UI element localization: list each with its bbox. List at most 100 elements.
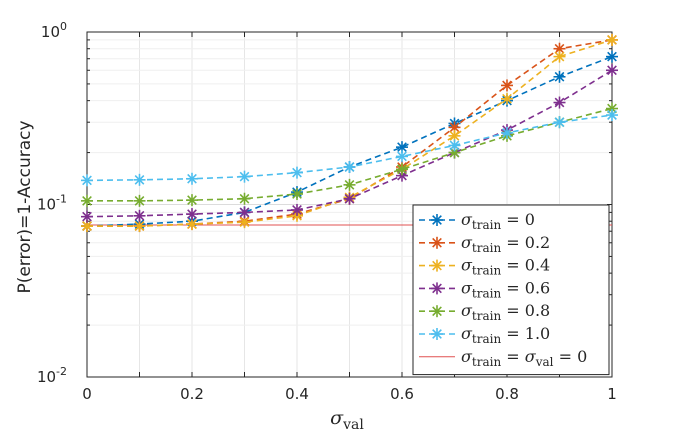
tick-labels: 0 0.2 0.4 0.6 0.8 1 100 10-1 10-2 — [37, 20, 617, 403]
marker-stroke — [134, 174, 145, 185]
data-point — [343, 178, 356, 191]
x-tick-label: 0.8 — [495, 385, 519, 403]
data-point — [291, 166, 303, 179]
legend-label: σtrain = 0.2 — [461, 233, 550, 255]
marker-stroke — [607, 35, 617, 45]
legend-marker — [431, 282, 443, 295]
marker-stroke — [344, 162, 355, 172]
y-axis-label: P(error)=1-Accuracy — [15, 120, 35, 293]
data-point — [238, 170, 251, 183]
data-point — [606, 33, 618, 46]
legend-entry-0: σtrain = 0 — [419, 210, 535, 232]
data-point — [186, 194, 198, 207]
marker-stroke — [239, 193, 250, 204]
marker-stroke — [449, 130, 460, 141]
marker-stroke — [554, 97, 565, 108]
marker-stroke — [239, 171, 250, 182]
marker-stroke — [397, 151, 407, 162]
data-point — [291, 203, 303, 216]
data-point — [238, 192, 251, 205]
data-point — [291, 188, 303, 201]
marker-stroke — [82, 175, 92, 186]
marker-stroke — [554, 71, 565, 82]
data-point — [553, 96, 566, 109]
legend-label: σtrain = 1.0 — [461, 324, 550, 346]
x-axis-label: σval — [330, 407, 364, 433]
x-tick-label: 1 — [607, 385, 617, 403]
data-point — [448, 139, 461, 152]
marker-stroke — [82, 195, 92, 206]
y-tick-label: 100 — [41, 20, 67, 41]
legend-entry-reference: σtrain = σval = 0 — [419, 347, 587, 369]
data-point — [553, 42, 566, 55]
data-point — [133, 209, 146, 222]
data-point — [133, 220, 146, 233]
data-point — [343, 160, 356, 173]
legend-label: σtrain = 0.8 — [461, 301, 550, 323]
legend-entry-1: σtrain = 0.2 — [419, 233, 550, 255]
marker-stroke — [187, 195, 197, 206]
marker-stroke — [432, 283, 442, 294]
legend-entry-5: σtrain = 1.0 — [419, 324, 550, 346]
marker-stroke — [502, 80, 512, 91]
marker-stroke — [554, 51, 565, 62]
marker-stroke — [239, 207, 250, 218]
marker-stroke — [432, 329, 442, 339]
legend-marker — [431, 214, 443, 226]
marker-stroke — [449, 122, 460, 133]
legend-entry-2: σtrain = 0.4 — [419, 256, 550, 278]
data-point — [606, 50, 618, 63]
marker-stroke — [344, 193, 355, 204]
marker-stroke — [292, 167, 302, 178]
legend-label: σtrain = 0 — [461, 210, 535, 232]
data-point — [606, 109, 618, 122]
marker-stroke — [187, 219, 197, 229]
legend-entry-3: σtrain = 0.6 — [419, 278, 550, 300]
x-tick-label: 0 — [82, 385, 92, 403]
legend-marker — [431, 259, 443, 272]
legend-box — [412, 204, 610, 376]
series-line — [87, 39, 613, 227]
x-tick-label: 0.6 — [390, 385, 414, 403]
x-tick-label: 0.2 — [180, 385, 204, 403]
legend-label: σtrain = 0.4 — [461, 256, 550, 278]
data-point — [606, 64, 618, 77]
legend-label: σtrain = σval = 0 — [461, 347, 587, 369]
legend-marker — [431, 328, 443, 340]
marker-stroke — [134, 195, 145, 206]
marker-stroke — [134, 221, 145, 231]
data-point — [501, 79, 513, 92]
marker-stroke — [187, 209, 197, 219]
data-point — [186, 218, 198, 231]
legend-marker — [431, 305, 443, 318]
marker-stroke — [187, 173, 197, 184]
data-point — [553, 50, 566, 63]
marker-stroke — [449, 147, 460, 158]
marker-stroke — [607, 65, 617, 76]
legend-marker — [431, 236, 443, 249]
data-point — [81, 174, 93, 187]
marker-stroke — [239, 217, 250, 228]
data-point — [396, 150, 408, 163]
marker-stroke — [607, 51, 617, 62]
marker-stroke — [82, 221, 92, 231]
marker-stroke — [432, 237, 442, 248]
marker-stroke — [134, 210, 145, 221]
marker-stroke — [82, 211, 92, 222]
data-point — [186, 172, 198, 185]
x-tick-label: 0.4 — [285, 385, 309, 403]
series-group — [81, 33, 618, 233]
marker-stroke — [607, 110, 617, 120]
marker-stroke — [432, 215, 442, 225]
legend-entry-4: σtrain = 0.8 — [419, 301, 550, 323]
marker-stroke — [502, 128, 512, 138]
marker-stroke — [397, 164, 407, 175]
y-tick-label: 10-1 — [37, 193, 67, 214]
marker-stroke — [554, 117, 565, 128]
series-5 — [81, 109, 618, 187]
y-tick-label: 10-2 — [37, 365, 67, 386]
data-point — [396, 163, 408, 176]
data-point — [501, 92, 513, 105]
